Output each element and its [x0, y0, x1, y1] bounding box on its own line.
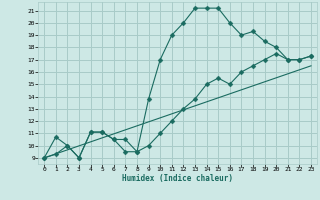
X-axis label: Humidex (Indice chaleur): Humidex (Indice chaleur) — [122, 174, 233, 183]
